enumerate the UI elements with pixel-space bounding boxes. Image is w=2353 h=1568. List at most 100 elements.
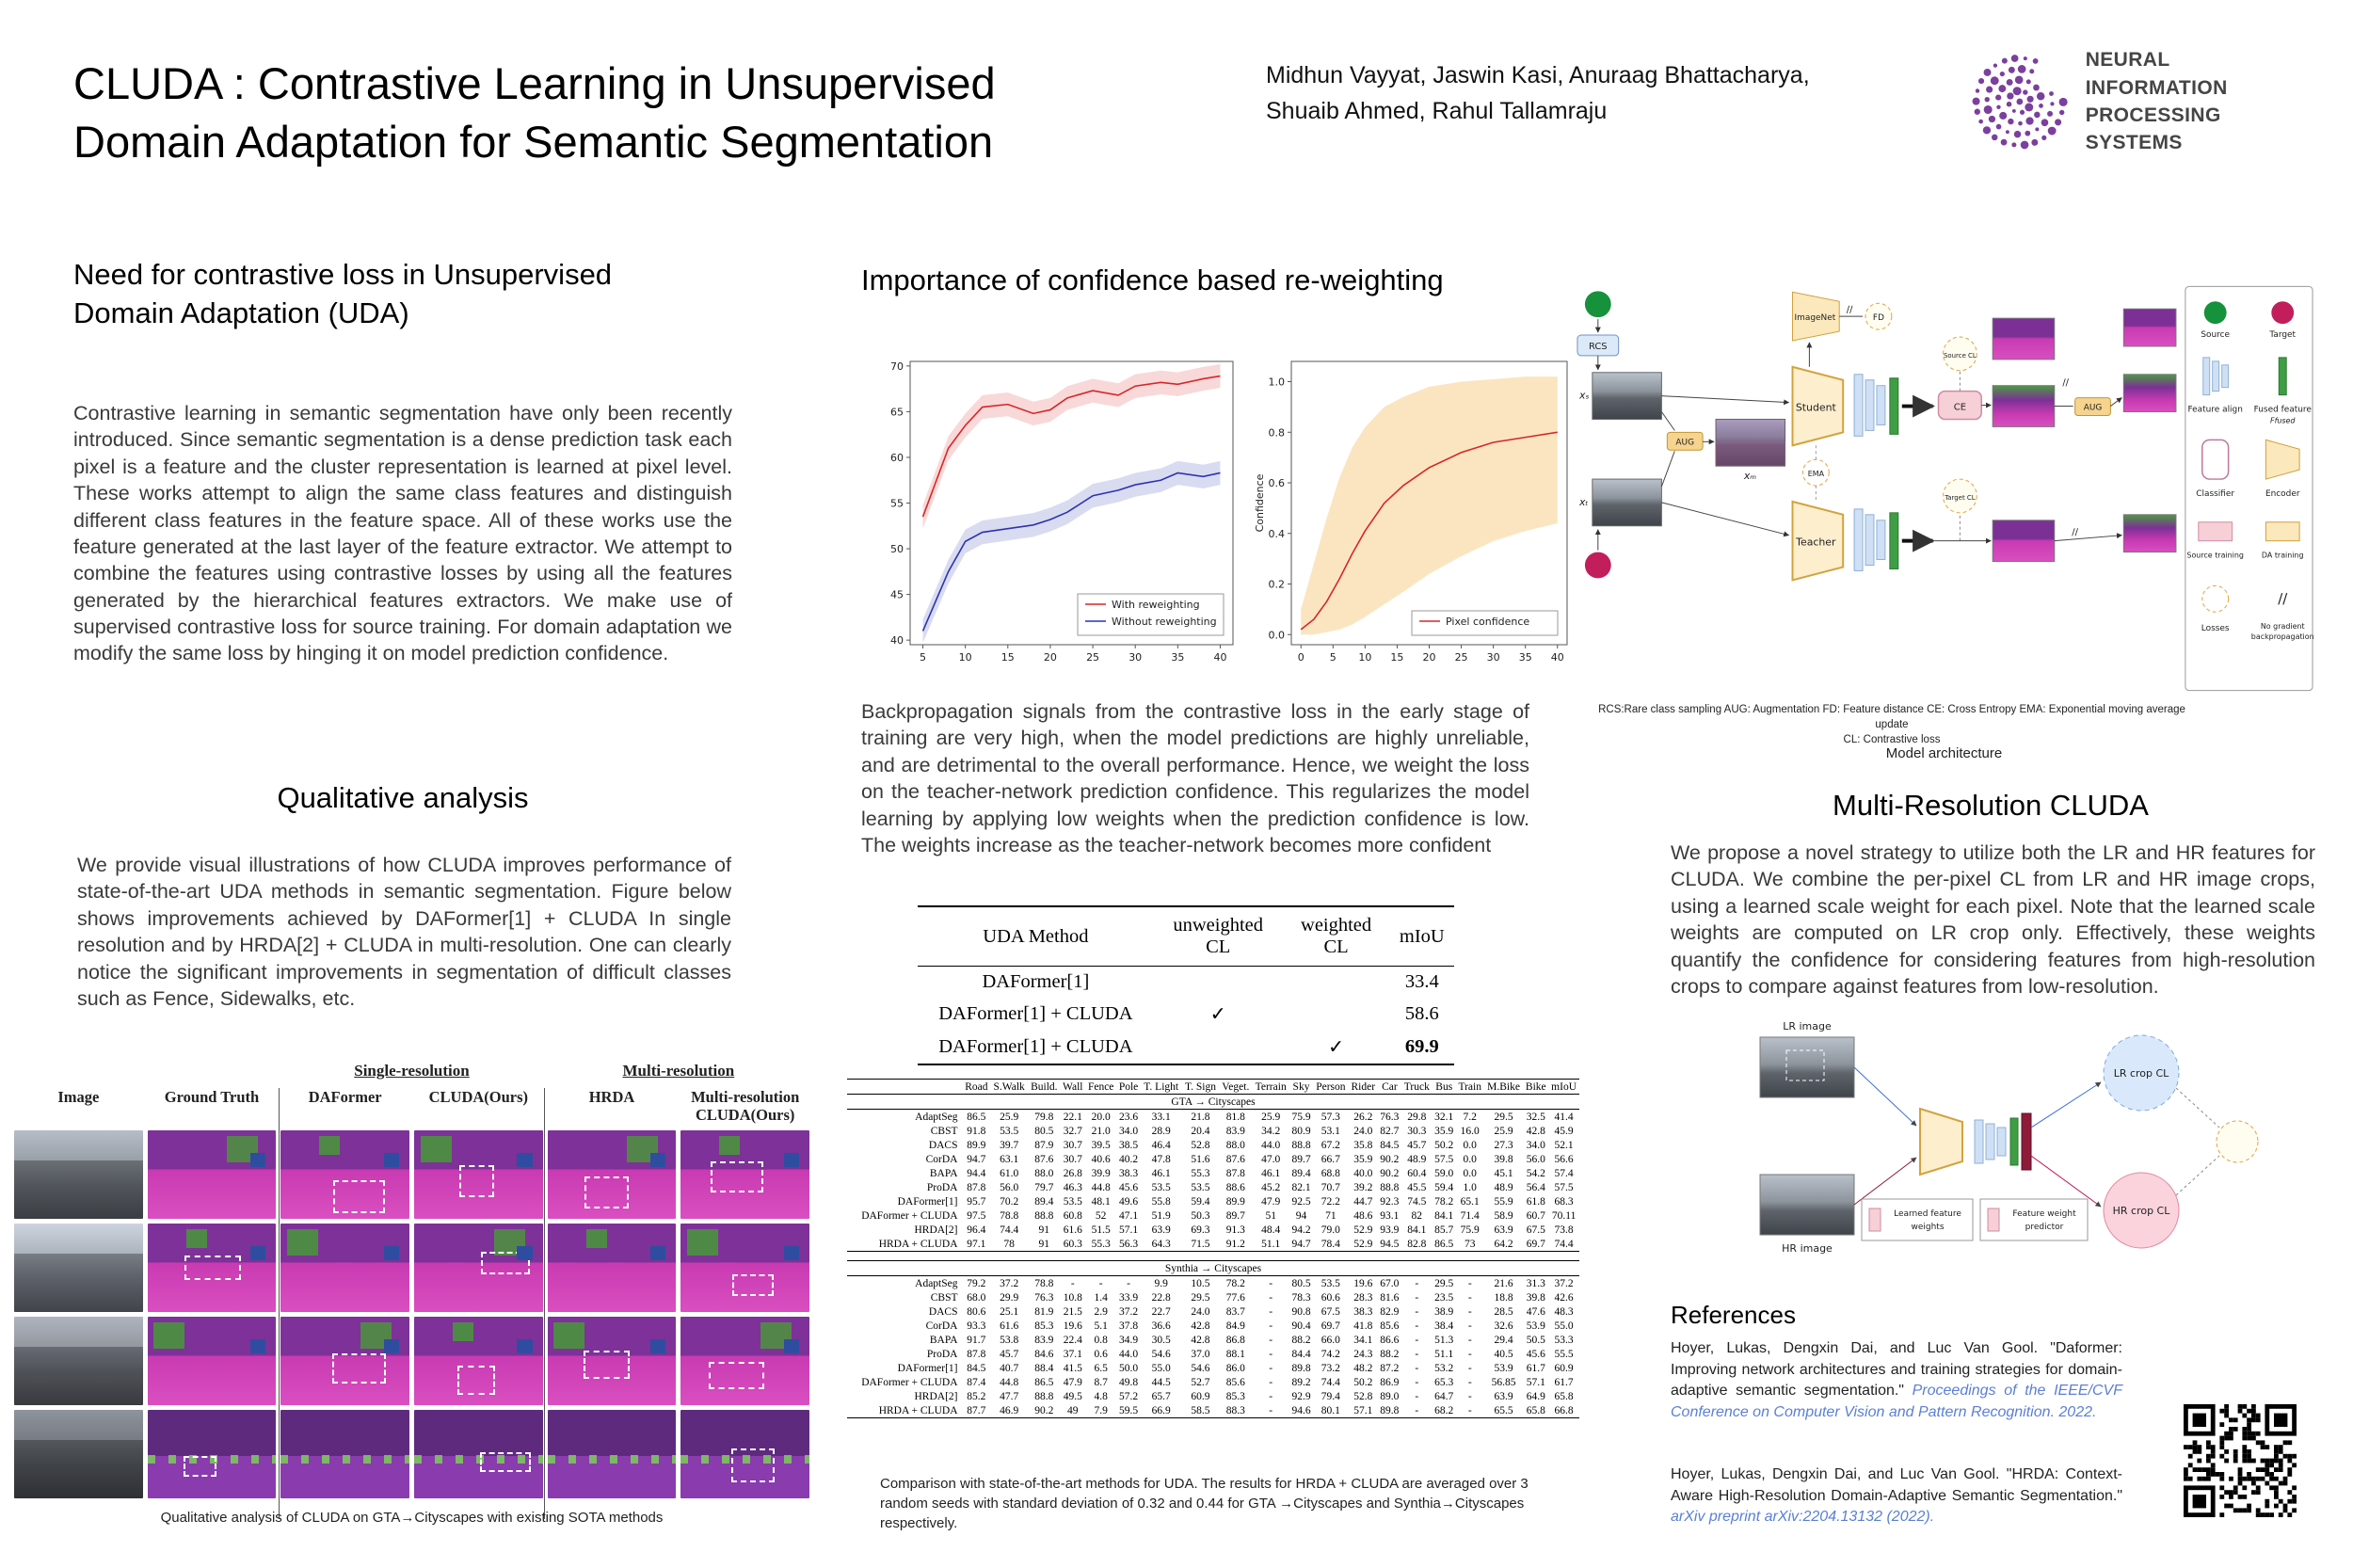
section-body-need-for-contrastive-loss: Contrastive learning in semantic segment…: [73, 402, 732, 665]
uda-col-method: UDA Method: [983, 925, 1089, 947]
legend-no-gradient-label-2: backpropagation: [2251, 632, 2314, 641]
fd-loss-circle: [1865, 302, 1893, 330]
group-header-multi-resolution: Multi-resolution: [622, 1062, 735, 1080]
legend-losses-icon: [2201, 584, 2230, 613]
multires-fused-feature: [2009, 1117, 2019, 1166]
section-body-confidence-reweighting: Backpropagation signals from the contras…: [861, 700, 1529, 856]
results-row: HRDA + CLUDA 97.1 78 91 60.3 55.3 56.3 64.3 71.5…: [847, 1237, 1579, 1252]
neurips-logo-icon: [1972, 55, 2068, 150]
results-row: ProDA 87.8 56.0 79.7 46.3 44.8 45.6 53.5 53.5 88.…: [926, 1181, 1574, 1193]
svg-text:Pixel confidence: Pixel confidence: [1446, 616, 1529, 628]
mixed-image-overlay: [1716, 419, 1785, 467]
svg-text:With reweighting: With reweighting: [1112, 599, 1200, 611]
student-feature-map: [1853, 374, 1864, 437]
multires-feature-map: [1996, 1127, 2007, 1157]
results-header-row: Road S.Walk Build. Wall Fence Pole T. Light T. …: [847, 1079, 1579, 1095]
student-label: Student: [1796, 402, 1837, 414]
improvement-highlight-box: [458, 1164, 494, 1198]
feature-weight-predictor-label-1: Feature weight: [2012, 1209, 2076, 1219]
uda-col-weighted: weighted CL: [1301, 915, 1372, 957]
source-image-thumb: [1592, 372, 1662, 420]
student-prediction-thumb: [1992, 385, 2056, 427]
legend-encoder-label: Encoder: [2265, 489, 2300, 499]
legend-feature-align-icon: [2202, 357, 2211, 396]
student-encoder: [1791, 365, 1845, 447]
svg-text:Without reweighting: Without reweighting: [1112, 616, 1217, 628]
svg-text:10: 10: [959, 651, 972, 664]
segmentation-image: [414, 1409, 543, 1498]
target-pseudo-label-thumb: [2122, 308, 2177, 347]
segmentation-image: [147, 1409, 277, 1498]
svg-text:40: 40: [1213, 651, 1226, 664]
teacher-fused-feature: [1889, 512, 1899, 569]
sota-table-caption: Comparison with state-of-the-art methods…: [880, 1476, 1529, 1531]
teacher-encoder: [1791, 500, 1845, 582]
results-row: CorDA 94.7 63.1 87.6 30.7 40.6 40.2 47.8 51.6 87.…: [925, 1153, 1574, 1165]
hr-image-label: HR image: [1782, 1242, 1833, 1255]
results-row: HRDA[2] 85.2 47.7 88.8 49.5 4.8 57.2 65.7 60.9 85…: [914, 1390, 1574, 1402]
svg-text:1.0: 1.0: [1269, 376, 1286, 389]
teacher-feature-map: [1865, 514, 1875, 566]
svg-text:65: 65: [890, 406, 904, 418]
hr-crop-cl-label: HR crop CL: [2113, 1205, 2171, 1217]
checkmark-weighted: ✓: [1328, 1037, 1345, 1058]
teacher-pseudo-label-thumb: [1992, 520, 2056, 563]
uda-table-row: DAFormer[1] + CLUDA ✓ 58.6: [918, 998, 1454, 1031]
svg-text:35: 35: [1519, 651, 1532, 664]
svg-text:60: 60: [890, 452, 904, 464]
legend-no-gradient-icon: ∕∕: [2278, 590, 2288, 607]
results-row: DAFormer[1] 95.7 70.2 89.4 53.5 48.1 49.6 55.8 5…: [897, 1195, 1574, 1208]
neurips-logo-text: NEURAL INFORMATION PROCESSING SYSTEMS: [2085, 49, 2228, 154]
no-gradient-mark: ∕∕: [2072, 528, 2078, 538]
results-row: ProDA 87.8 45.7 84.6 37.1 0.6 44.0 54.6 37.0 88.1…: [926, 1348, 1574, 1360]
learned-feature-weights-label-1: Learned feature: [1894, 1209, 1961, 1219]
legend-fused-feature-label: Fused feature: [2254, 406, 2313, 415]
fd-label: FD: [1873, 313, 1884, 323]
segmentation-image: [680, 1129, 809, 1219]
xs-label: xₛ: [1578, 390, 1590, 402]
segmentation-image: [414, 1223, 543, 1312]
xm-label: xₘ: [1743, 470, 1756, 482]
student-feature-map: [1865, 379, 1875, 431]
group-header-spacer: [14, 1062, 276, 1086]
legend-target-label: Target: [2268, 330, 2296, 340]
source-cl-circle: [1943, 336, 1977, 372]
figure-column-label-row: Image Ground Truth DAFormer CLUDA(Ours) …: [14, 1086, 809, 1130]
svg-text:Confidence: Confidence: [1254, 473, 1266, 532]
section-heading-confidence-reweighting: Importance of confidence based re-weight…: [861, 264, 1444, 296]
segmentation-image: [280, 1409, 409, 1498]
multires-encoder: [1919, 1107, 1963, 1176]
svg-text:45: 45: [890, 589, 904, 601]
legend-fused-feature-icon: [2278, 357, 2287, 396]
multires-feature-map: [1974, 1119, 1984, 1164]
svg-text:0.8: 0.8: [1269, 426, 1286, 439]
architecture-caption: Model architecture: [1885, 745, 2003, 761]
student-feature-map: [1876, 385, 1886, 425]
reference-2: Hoyer, Lukas, Dengxin Dai, and Luc Van G…: [1671, 1464, 2122, 1528]
uda-col-miou: mIoU: [1399, 925, 1445, 947]
poster-title-line-2: Domain Adaptation for Semantic Segmentat…: [73, 117, 994, 168]
hr-image-thumb: [1759, 1174, 1855, 1236]
qualitative-image-grid: [14, 1129, 809, 1498]
teacher-label: Teacher: [1795, 536, 1836, 549]
group-header-single-resolution: Single-resolution: [354, 1062, 470, 1080]
segmentation-image: [547, 1409, 677, 1498]
results-row: AdaptSeg 86.5 25.9 79.8 22.1 20.0 23.6 33.1 21.8…: [915, 1111, 1574, 1123]
legend-fused-feature-sub: Ffused: [2270, 416, 2296, 424]
reference-1: Hoyer, Lukas, Dengxin Dai, and Luc Van G…: [1671, 1338, 2122, 1424]
results-row: AdaptSeg 79.2 37.2 78.8- - -9.9 10.5 78.2-80.5 5…: [915, 1277, 1574, 1289]
svg-text:5: 5: [920, 651, 926, 664]
figure-divider-multi: [544, 1088, 545, 1519]
svg-text:0.6: 0.6: [1269, 477, 1286, 489]
series-without-reweighting: [921, 472, 1221, 632]
results-section-title: Synthia → Cityscapes: [847, 1260, 1579, 1276]
improvement-highlight-box: [583, 1350, 631, 1379]
improvement-highlight-box: [710, 1160, 763, 1192]
svg-text:35: 35: [1171, 651, 1184, 664]
teacher-feature-map: [1853, 508, 1864, 571]
target-cl-label: Target CL: [1944, 494, 1976, 502]
segmentation-image: [414, 1316, 543, 1405]
results-row: DAFormer + CLUDA 97.5 78.8 88.8 60.8 52 47.1 51…: [861, 1209, 1577, 1222]
segmentation-image: [547, 1129, 677, 1219]
